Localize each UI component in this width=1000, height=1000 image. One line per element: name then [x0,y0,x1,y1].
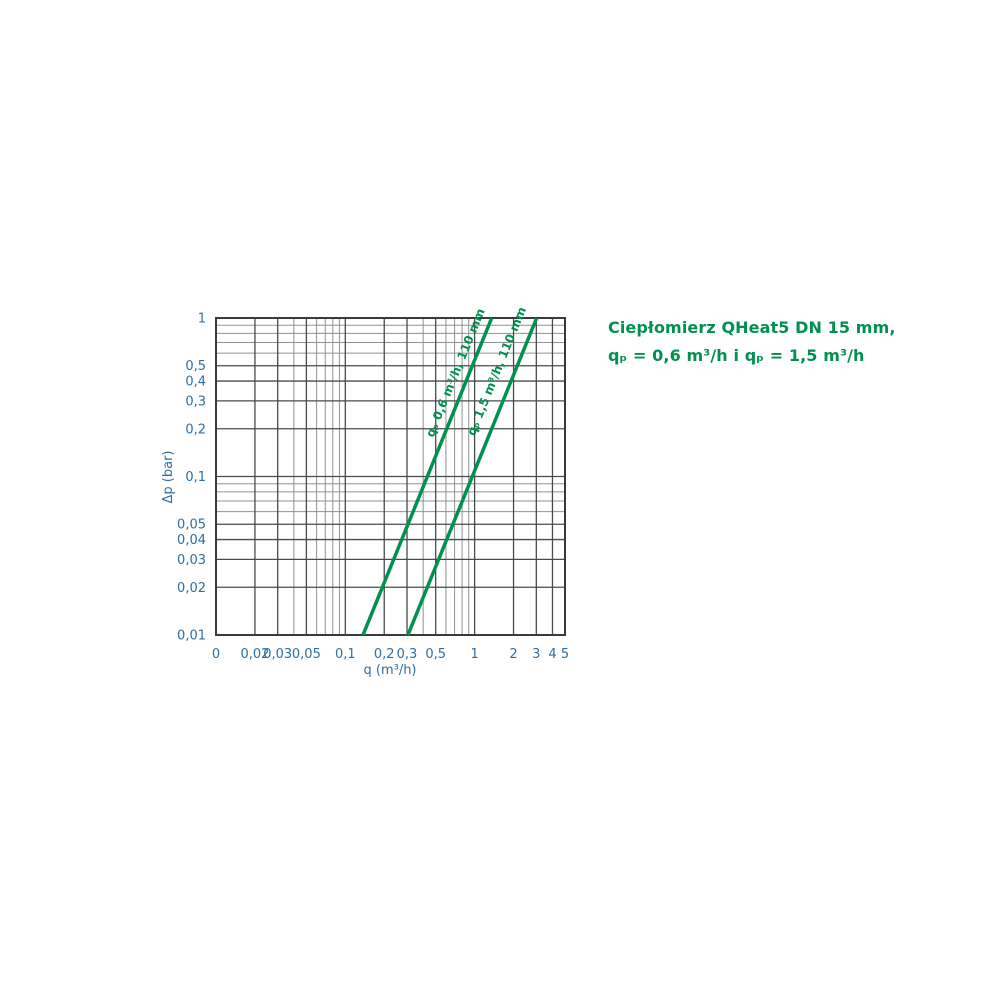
x-tick-label: 2 [509,647,517,662]
x-tick-label: 0,02 [240,647,269,662]
x-tick-label: 0,3 [397,647,418,662]
series-line [406,317,539,636]
major-gridlines [216,318,565,635]
x-tick-label: 0,2 [374,647,395,662]
y-tick-labels: 1 0,50,4 0,3 0,2 0,1 0,050,04 0,03 0,02 0,01 [177,312,206,644]
y-axis-title: Δp (bar) [161,451,176,504]
y-tick-label: 0,5 [185,359,206,374]
x-tick-label: 0,1 [335,647,356,662]
chart-title: Ciepłomierz QHeat5 DN 15 mm, qₚ = 0,6 m³… [608,314,896,370]
series-lines [361,317,539,636]
x-tick-label: 0 [212,647,220,662]
x-tick-label: 1 [470,647,478,662]
y-tick-label: 1 [198,312,206,327]
y-tick-label: 0,04 [177,533,206,548]
y-tick-label: 0,05 [177,518,206,533]
x-tick-label: 4 [548,647,556,662]
y-tick-label: 0,2 [185,422,206,437]
minor-gridlines [216,318,565,635]
x-tick-labels: 0 0,020,03 0,05 0,1 0,2 0,3 0,5 1 2 3 4 5 [212,647,569,662]
x-tick-label: 3 [532,647,540,662]
y-tick-label: 0,3 [185,394,206,409]
chart-title-line1: Ciepłomierz QHeat5 DN 15 mm, [608,318,896,337]
y-tick-label: 0,4 [185,375,206,390]
x-tick-label: 0,03 [263,647,292,662]
x-axis-title: q (m³/h) [363,663,416,678]
x-tick-label: 5 [561,647,569,662]
y-tick-label: 0,01 [177,629,206,644]
chart-title-line2: qₚ = 0,6 m³/h i qₚ = 1,5 m³/h [608,346,865,365]
series-line [361,317,494,636]
y-tick-label: 0,02 [177,581,206,596]
x-tick-label: 0,05 [292,647,321,662]
y-tick-label: 0,1 [185,470,206,485]
y-tick-label: 0,03 [177,553,206,568]
plot-border [215,317,566,636]
x-tick-label: 0,5 [425,647,446,662]
